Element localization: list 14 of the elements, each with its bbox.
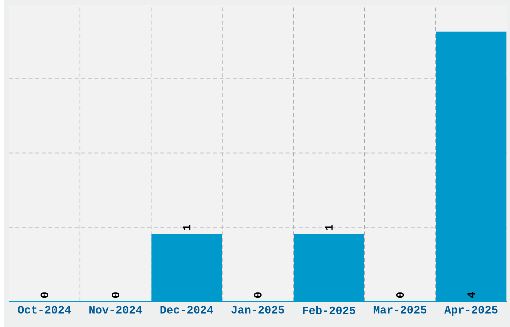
data-label: 0 <box>396 292 404 298</box>
x-tick-label: Jan-2025 <box>232 306 284 314</box>
x-tick-label: Oct-2024 <box>18 306 72 314</box>
x-tick-label: Apr-2025 <box>444 306 498 316</box>
data-label: 0 <box>40 292 48 298</box>
data-label: 4 <box>468 292 476 298</box>
data-label: 0 <box>254 292 262 298</box>
data-label: 1 <box>325 224 333 230</box>
x-tick-label: Feb-2025 <box>303 306 356 314</box>
data-label: 0 <box>112 292 120 298</box>
data-label: 1 <box>183 224 191 230</box>
x-tick-label: Mar-2025 <box>374 306 427 314</box>
x-tick-label: Nov-2024 <box>90 306 142 314</box>
x-tick-label: Dec-2024 <box>160 306 214 314</box>
